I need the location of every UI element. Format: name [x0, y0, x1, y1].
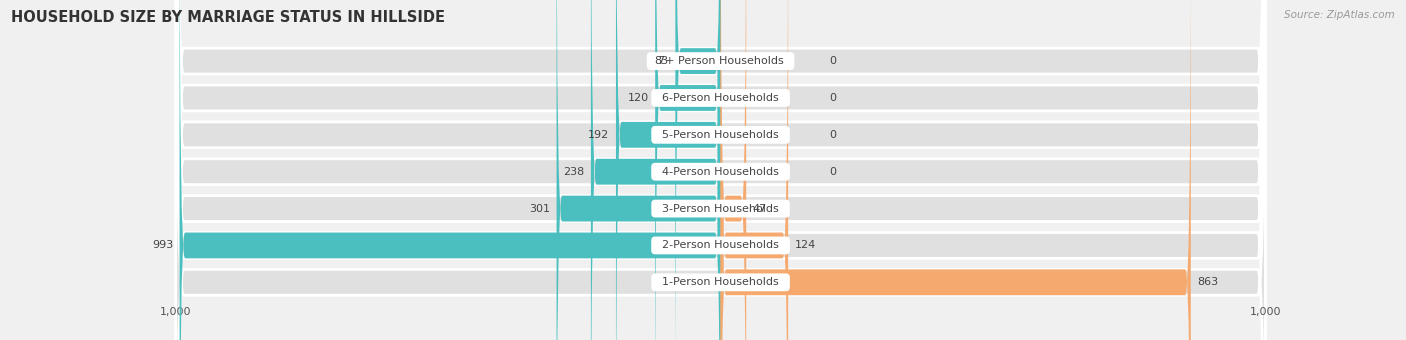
Text: 863: 863 — [1198, 277, 1219, 287]
Text: Source: ZipAtlas.com: Source: ZipAtlas.com — [1284, 10, 1395, 20]
FancyBboxPatch shape — [176, 0, 1265, 340]
Text: 0: 0 — [830, 130, 837, 140]
Text: 1-Person Households: 1-Person Households — [655, 277, 786, 287]
Text: 993: 993 — [152, 240, 173, 251]
Text: 301: 301 — [529, 204, 550, 214]
Text: 47: 47 — [752, 204, 766, 214]
FancyBboxPatch shape — [176, 0, 1265, 340]
Text: 0: 0 — [830, 56, 837, 66]
FancyBboxPatch shape — [176, 0, 1265, 340]
Legend: Family, Nonfamily: Family, Nonfamily — [647, 335, 794, 340]
Text: 7+ Person Households: 7+ Person Households — [651, 56, 790, 66]
Text: 6-Person Households: 6-Person Households — [655, 93, 786, 103]
Text: 2-Person Households: 2-Person Households — [655, 240, 786, 251]
Text: 0: 0 — [830, 167, 837, 177]
FancyBboxPatch shape — [176, 0, 1265, 340]
Text: 4-Person Households: 4-Person Households — [655, 167, 786, 177]
FancyBboxPatch shape — [721, 0, 789, 340]
Text: 124: 124 — [794, 240, 815, 251]
FancyBboxPatch shape — [591, 0, 721, 340]
Text: 120: 120 — [627, 93, 648, 103]
FancyBboxPatch shape — [176, 0, 1265, 340]
FancyBboxPatch shape — [721, 0, 747, 340]
FancyBboxPatch shape — [557, 0, 721, 340]
FancyBboxPatch shape — [616, 0, 721, 340]
Text: 238: 238 — [564, 167, 585, 177]
Text: 0: 0 — [830, 93, 837, 103]
FancyBboxPatch shape — [721, 0, 1191, 340]
Text: 83: 83 — [655, 56, 669, 66]
Text: HOUSEHOLD SIZE BY MARRIAGE STATUS IN HILLSIDE: HOUSEHOLD SIZE BY MARRIAGE STATUS IN HIL… — [11, 10, 446, 25]
FancyBboxPatch shape — [176, 0, 1265, 340]
Text: 3-Person Households: 3-Person Households — [655, 204, 786, 214]
FancyBboxPatch shape — [655, 0, 721, 340]
Text: 5-Person Households: 5-Person Households — [655, 130, 786, 140]
Text: 192: 192 — [588, 130, 609, 140]
FancyBboxPatch shape — [675, 0, 721, 340]
FancyBboxPatch shape — [176, 0, 1265, 340]
FancyBboxPatch shape — [180, 0, 721, 340]
